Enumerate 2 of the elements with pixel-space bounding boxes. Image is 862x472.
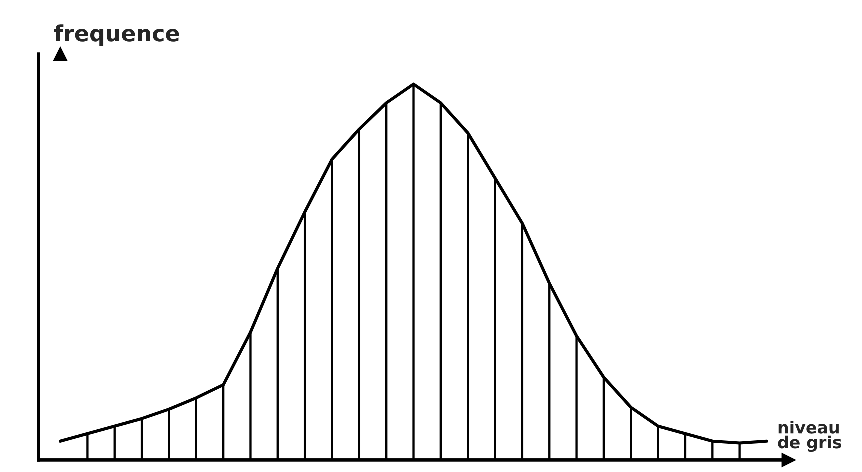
x-axis-title: niveau de gris (778, 420, 842, 452)
y-axis-title: frequence (54, 24, 180, 46)
